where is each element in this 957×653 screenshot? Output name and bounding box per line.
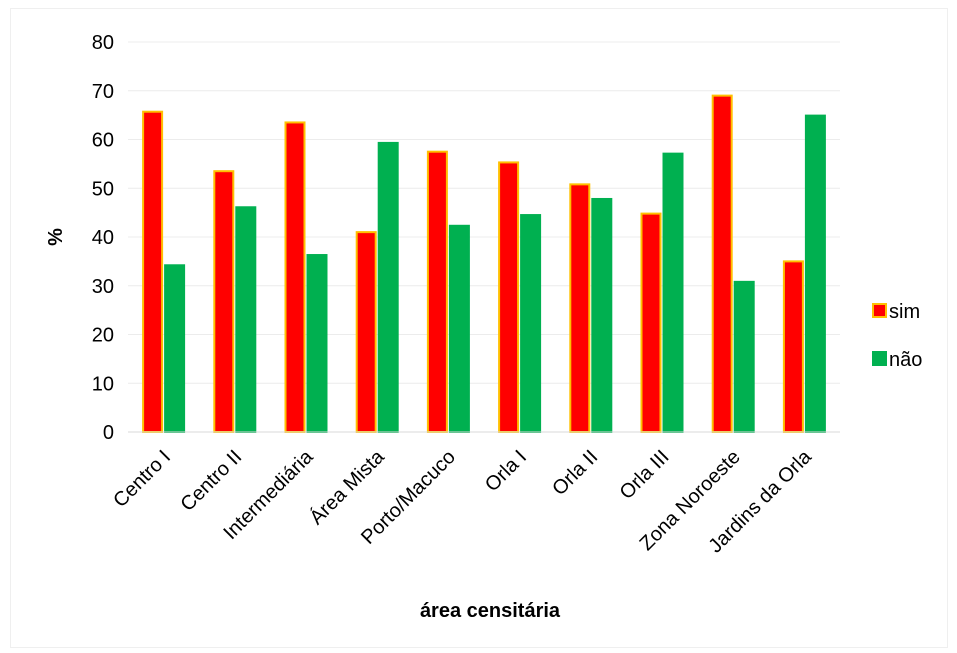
bar-sim-1 (213, 170, 235, 433)
bar-sim-5 (498, 161, 520, 433)
y-axis-title: % (45, 228, 67, 246)
bar-não-1 (235, 206, 257, 433)
x-category-label: Centro I (109, 446, 175, 512)
bar-sim-8 (711, 94, 733, 433)
bar-sim-2 (284, 121, 306, 433)
y-tick-label: 80 (92, 32, 114, 54)
y-tick-label: 50 (92, 178, 114, 200)
legend: sim não (872, 301, 922, 371)
legend-swatch-não (872, 351, 887, 366)
bar-não-9 (804, 114, 826, 434)
bar-sim-3 (355, 231, 377, 433)
bar-não-4 (448, 224, 470, 433)
y-tick-label: 60 (92, 130, 114, 152)
bar-não-6 (591, 197, 613, 433)
bar-não-5 (520, 214, 542, 433)
bar-não-2 (306, 254, 328, 433)
y-tick-label: 0 (103, 422, 114, 444)
legend-label-não: não (889, 349, 922, 371)
bar-não-0 (164, 264, 186, 433)
y-tick-label: 10 (92, 373, 114, 395)
bar-sim-6 (569, 183, 591, 433)
bars (142, 94, 826, 434)
bar-não-8 (733, 280, 755, 433)
legend-label-sim: sim (889, 301, 920, 323)
legend-swatch-sim (872, 303, 887, 318)
x-axis-title: área censitária (420, 600, 561, 622)
x-category-label: Centro II (177, 446, 247, 516)
bar-não-7 (662, 152, 684, 433)
y-axis-ticks: 0 10 20 30 40 50 60 70 80 (92, 32, 114, 444)
y-tick-label: 20 (92, 325, 114, 347)
bar-sim-9 (782, 260, 804, 433)
y-tick-label: 30 (92, 276, 114, 298)
x-category-label: Orla I (481, 446, 531, 496)
bar-sim-4 (426, 150, 448, 433)
bar-sim-0 (142, 110, 164, 434)
gridlines (128, 41, 840, 384)
y-tick-label: 70 (92, 81, 114, 103)
bar-sim-7 (640, 212, 662, 433)
bar-não-3 (377, 141, 399, 433)
x-category-label: Orla III (616, 446, 674, 504)
y-tick-label: 40 (92, 227, 114, 249)
x-category-label: Orla II (548, 446, 602, 500)
